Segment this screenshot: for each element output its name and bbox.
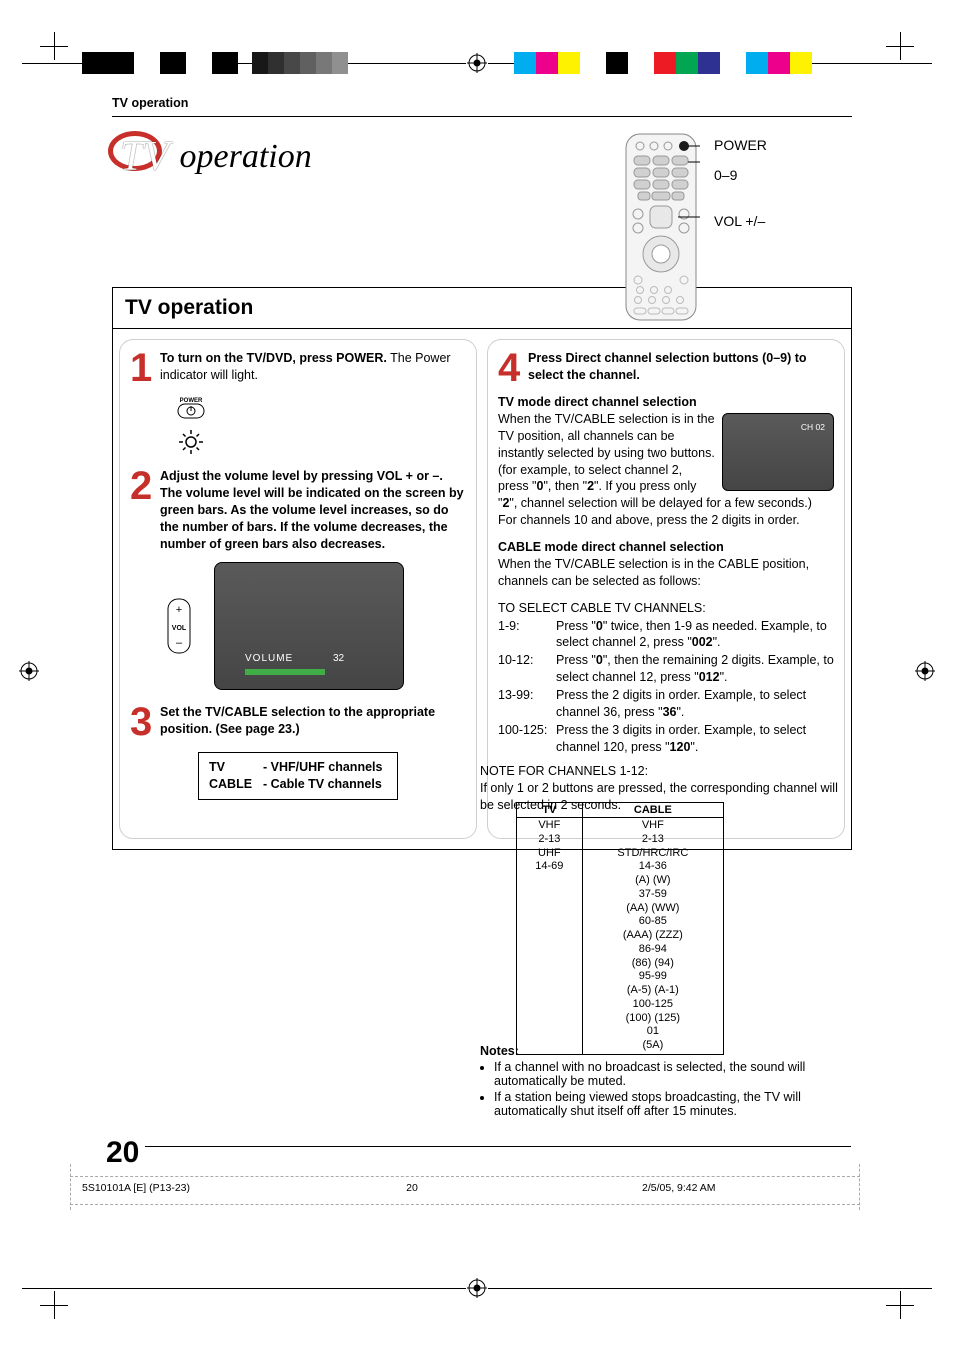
step-4: 4 Press Direct channel selection buttons…	[498, 350, 834, 386]
step-1-bold: To turn on the TV/DVD, press POWER.	[160, 351, 387, 365]
title-initial: TV	[120, 134, 169, 180]
step-2-text: Adjust the volume level by pressing VOL …	[160, 469, 464, 551]
remote-label-vol: VOL +/–	[714, 214, 767, 228]
step-number: 3	[130, 704, 160, 740]
footer-page: 20	[302, 1182, 522, 1194]
notes-block: Notes: If a channel with no broadcast is…	[480, 1044, 850, 1118]
step-number: 1	[130, 350, 160, 386]
power-label: POWER	[180, 398, 203, 404]
volume-screen-label: VOLUME	[245, 652, 293, 666]
remote-illustration: POWER 0–9 VOL +/–	[622, 132, 852, 322]
svg-text:VOL: VOL	[172, 625, 187, 632]
svg-text:+: +	[176, 604, 182, 616]
cable-select-head: TO SELECT CABLE TV CHANNELS:	[498, 600, 834, 617]
title-rest: operation	[171, 138, 312, 176]
tvcable-legend: TV- VHF/UHF channels CABLE- Cable TV cha…	[198, 752, 398, 800]
legend-key: TV	[209, 759, 263, 776]
svg-text:–: –	[176, 637, 183, 649]
cable-channel-list: 1-9:Press "0" twice, then 1-9 as needed.…	[498, 618, 834, 756]
table-header: TV	[517, 803, 583, 818]
remote-label-digits: 0–9	[714, 168, 767, 182]
volume-art: + VOL – VOLUME 32	[164, 562, 466, 690]
running-header: TV operation	[112, 96, 852, 110]
volume-bar	[245, 669, 325, 675]
frequency-table: TVCABLE VHF2-13UHF14-69 VHF2-13STD/HRC/I…	[516, 802, 724, 1055]
notes-heading: Notes:	[480, 1044, 519, 1058]
footer-file: 5S10101A [E] (P13-23)	[82, 1182, 302, 1194]
remote-icon	[622, 132, 700, 322]
vol-rocker-icon: + VOL –	[164, 597, 194, 655]
channel-screen: CH 02	[722, 413, 834, 491]
table-header: CABLE	[582, 803, 723, 818]
step-1: 1 To turn on the TV/DVD, press POWER. Th…	[130, 350, 466, 386]
cable-mode-intro: When the TV/CABLE selection is in the CA…	[498, 557, 809, 588]
legend-key: CABLE	[209, 776, 263, 793]
volume-screen-value: 32	[333, 652, 344, 666]
step-number: 4	[498, 350, 528, 386]
channel-screen-label: CH 02	[801, 422, 825, 433]
header-rule	[112, 116, 852, 117]
print-registration-strip-top	[22, 50, 932, 76]
step-number: 2	[130, 468, 160, 552]
step-2: 2 Adjust the volume level by pressing VO…	[130, 468, 466, 552]
note-item: If a station being viewed stops broadcas…	[494, 1090, 850, 1118]
legend-val: - Cable TV channels	[263, 776, 382, 793]
power-indicator-art: POWER	[164, 394, 466, 458]
page-number-rule	[145, 1146, 851, 1147]
cable-mode-heading: CABLE mode direct channel selection	[498, 540, 724, 554]
tv-mode-heading: TV mode direct channel selection	[498, 395, 697, 409]
step-4-text: Press Direct channel selection buttons (…	[528, 351, 807, 382]
step-3-text: Set the TV/CABLE selection to the approp…	[160, 705, 435, 736]
legend-val: - VHF/UHF channels	[263, 759, 382, 776]
left-column: 1 To turn on the TV/DVD, press POWER. Th…	[119, 339, 477, 839]
step-3: 3 Set the TV/CABLE selection to the appr…	[130, 704, 466, 740]
remote-label-power: POWER	[714, 138, 767, 152]
footer-slug: 5S10101A [E] (P13-23) 20 2/5/05, 9:42 AM	[82, 1182, 862, 1194]
table-cell: VHF2-13STD/HRC/IRC14-36(A) (W)37-59(AA) …	[582, 818, 723, 1055]
volume-screen: VOLUME 32	[214, 562, 404, 690]
registration-mark-icon	[467, 53, 487, 73]
note-item: If a channel with no broadcast is select…	[494, 1060, 850, 1088]
print-registration-strip-bottom	[22, 1275, 932, 1301]
table-cell: VHF2-13UHF14-69	[517, 818, 583, 1055]
footer-date: 2/5/05, 9:42 AM	[522, 1182, 862, 1194]
